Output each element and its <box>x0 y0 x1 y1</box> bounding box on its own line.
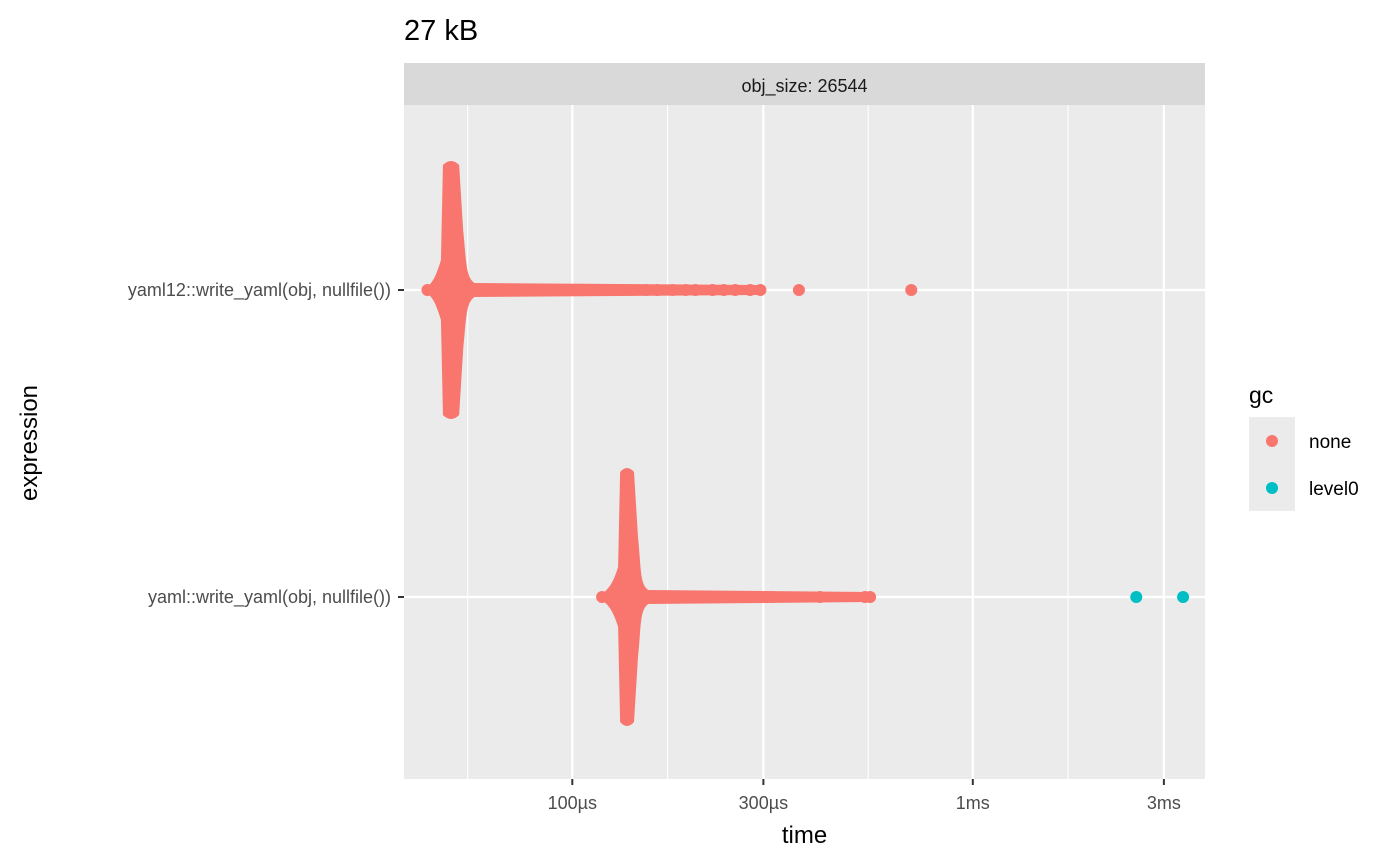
grid-minor-lines <box>467 105 1069 779</box>
data-point-none <box>590 284 603 296</box>
data-point-none <box>742 591 755 603</box>
x-axis: 100µs 300µs 1ms 3ms <box>548 779 1181 813</box>
x-tick-label: 100µs <box>548 793 597 813</box>
data-point-none <box>706 284 719 296</box>
legend-key-background <box>1249 417 1295 511</box>
facet-strip <box>404 63 1205 105</box>
x-tick-label: 1ms <box>956 793 990 813</box>
data-point-none <box>765 591 778 603</box>
data-point-none <box>706 591 719 603</box>
data-point-none <box>792 284 805 296</box>
legend-label: none <box>1309 432 1351 453</box>
data-point-none <box>645 591 658 603</box>
data-point-none <box>732 591 745 603</box>
legend-title: gc <box>1249 382 1273 408</box>
data-point-none <box>679 591 692 603</box>
data-point-none <box>555 284 568 296</box>
y-axis-label: expression <box>16 385 43 501</box>
y-axis: yaml12::write_yaml(obj, nullfile())yaml:… <box>128 280 404 608</box>
legend: gc none level0 <box>1249 382 1359 511</box>
data-point-none <box>624 284 637 296</box>
data-point-none <box>754 284 767 296</box>
data-point-none <box>609 284 622 296</box>
data-point-level0 <box>1177 591 1190 603</box>
data-point-none <box>573 284 586 296</box>
data-point-none <box>689 284 702 296</box>
data-point-none <box>655 591 668 603</box>
data-point-none <box>640 284 653 296</box>
y-tick-label: yaml::write_yaml(obj, nullfile()) <box>148 587 391 608</box>
data-point-none <box>729 284 742 296</box>
plot-panel <box>404 105 1205 779</box>
data-point-level0 <box>1130 591 1143 603</box>
data-point-none <box>488 284 501 296</box>
data-point-none <box>905 284 918 296</box>
data-point-none <box>813 591 826 603</box>
data-marks <box>421 161 1190 726</box>
data-point-none <box>717 284 730 296</box>
data-point-min <box>421 284 434 296</box>
data-point-none <box>474 284 487 296</box>
x-tick-label: 300µs <box>739 793 788 813</box>
distribution-body <box>423 161 482 419</box>
legend-key-level0 <box>1266 482 1278 494</box>
data-point-none <box>693 591 706 603</box>
data-point-none <box>666 284 679 296</box>
data-point-min <box>596 591 609 603</box>
legend-label: level0 <box>1309 479 1359 500</box>
data-point-none <box>864 591 877 603</box>
legend-key-none <box>1266 435 1278 447</box>
data-point-none <box>504 284 517 296</box>
data-point-none <box>720 591 733 603</box>
chart-title: 27 kB <box>404 15 478 47</box>
x-axis-label: time <box>782 822 827 849</box>
data-point-none <box>538 284 551 296</box>
data-point-none <box>744 284 757 296</box>
distribution-body <box>598 468 656 726</box>
data-point-none <box>651 284 664 296</box>
facet-label: obj_size: 26544 <box>741 76 867 97</box>
data-point-none <box>679 284 692 296</box>
data-point-none <box>520 284 533 296</box>
data-point-none <box>666 591 679 603</box>
x-tick-label: 3ms <box>1147 793 1181 813</box>
y-tick-label: yaml12::write_yaml(obj, nullfile()) <box>128 280 391 301</box>
